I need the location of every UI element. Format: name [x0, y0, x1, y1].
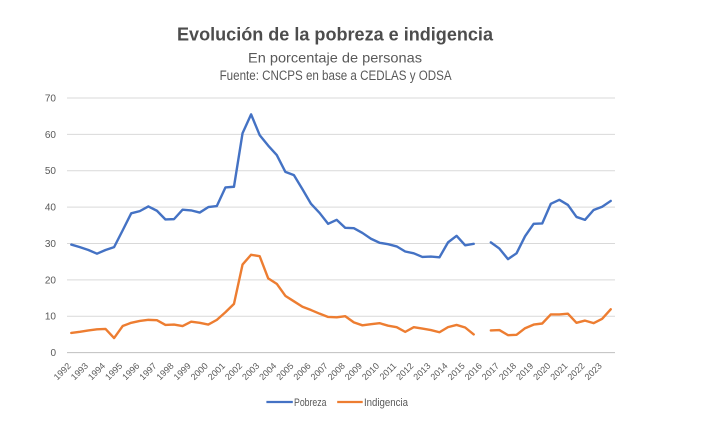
svg-text:En porcentaje de personas: En porcentaje de personas [248, 49, 422, 65]
svg-text:40: 40 [45, 203, 57, 214]
svg-text:Indigencia: Indigencia [364, 397, 409, 409]
svg-text:0: 0 [50, 348, 56, 359]
svg-text:60: 60 [45, 130, 57, 141]
svg-text:Fuente: CNCPS en base a CEDLAS: Fuente: CNCPS en base a CEDLAS y ODSA [220, 68, 452, 83]
svg-text:50: 50 [45, 166, 57, 177]
svg-text:70: 70 [45, 94, 57, 105]
svg-text:Pobreza: Pobreza [294, 397, 327, 409]
svg-text:Evolución de la pobreza e indi: Evolución de la pobreza e indigencia [177, 24, 494, 44]
svg-text:30: 30 [45, 239, 57, 250]
svg-text:20: 20 [45, 275, 57, 286]
svg-text:10: 10 [45, 312, 57, 323]
